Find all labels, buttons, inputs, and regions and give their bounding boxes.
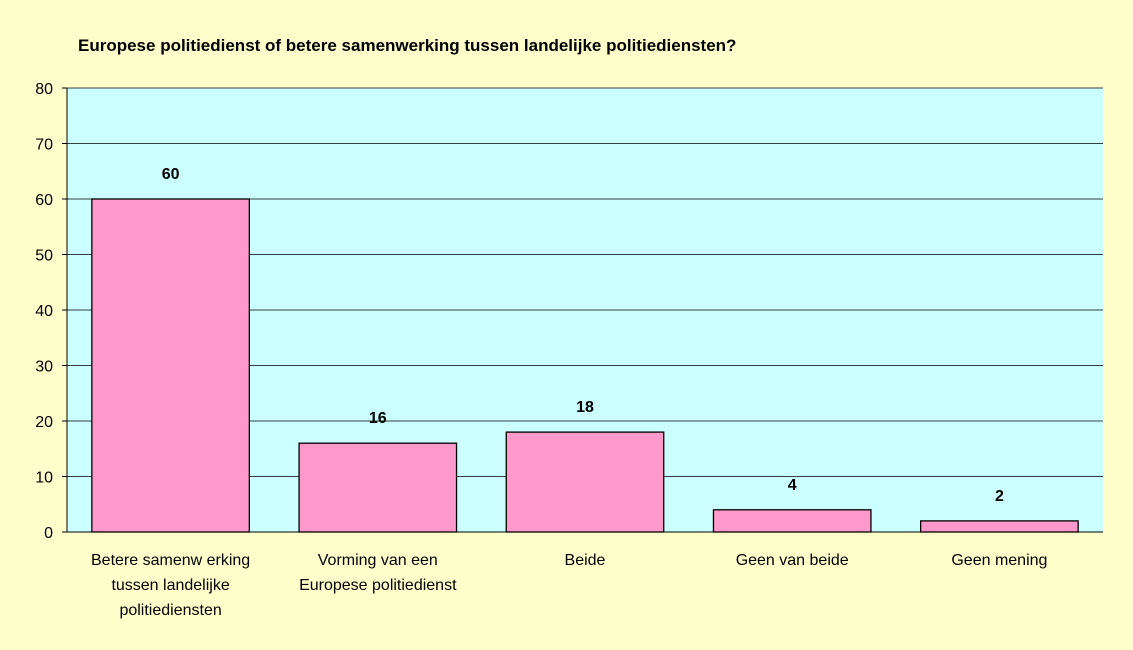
y-tick-label: 20 xyxy=(35,414,53,431)
y-tick-label: 70 xyxy=(35,137,53,154)
x-category-label-line: Geen mening xyxy=(951,552,1048,569)
bar xyxy=(298,442,458,533)
x-category-label-line: Beide xyxy=(564,552,606,569)
data-label: 2 xyxy=(995,488,1004,505)
data-label: 16 xyxy=(369,410,387,427)
y-tick-label: 30 xyxy=(35,359,53,376)
bar xyxy=(91,198,250,533)
bar xyxy=(712,509,872,533)
x-category-label: Vorming van een Europese politiedienst xyxy=(278,548,478,598)
y-axis-ticks: 0 10 20 30 40 50 60 70 80 xyxy=(35,81,67,542)
x-category-label: Geen mening xyxy=(899,548,1099,573)
bar xyxy=(920,520,1079,533)
x-category-label-line: politiediensten xyxy=(119,602,222,619)
x-category-label-line: tussen landelijke xyxy=(111,577,230,594)
y-tick-label: 0 xyxy=(44,525,53,542)
bars xyxy=(91,198,1079,533)
data-label: 4 xyxy=(788,477,797,494)
x-category-label-line: Europese politiedienst xyxy=(299,577,457,594)
data-labels: 60 16 18 4 2 xyxy=(162,166,1004,505)
x-category-label: Betere samenw erking tussen landelijke pol… xyxy=(71,548,271,623)
x-category-label-line: Vorming van een xyxy=(317,552,438,569)
y-tick-label: 10 xyxy=(35,470,53,487)
x-category-label: Geen van beide xyxy=(692,548,892,573)
data-label: 60 xyxy=(162,166,180,183)
y-tick-label: 40 xyxy=(35,303,53,320)
y-tick-label: 60 xyxy=(35,192,53,209)
y-tick-label: 50 xyxy=(35,248,53,265)
chart-title: Europese politiedienst of betere samenwe… xyxy=(78,36,737,55)
x-category-label-line: Geen van beide xyxy=(735,552,849,569)
x-category-label: Beide xyxy=(485,548,685,573)
bar xyxy=(505,431,665,533)
x-category-label-line: Betere samenw erking xyxy=(91,552,251,569)
data-label: 18 xyxy=(576,399,594,416)
y-tick-label: 80 xyxy=(35,81,53,98)
